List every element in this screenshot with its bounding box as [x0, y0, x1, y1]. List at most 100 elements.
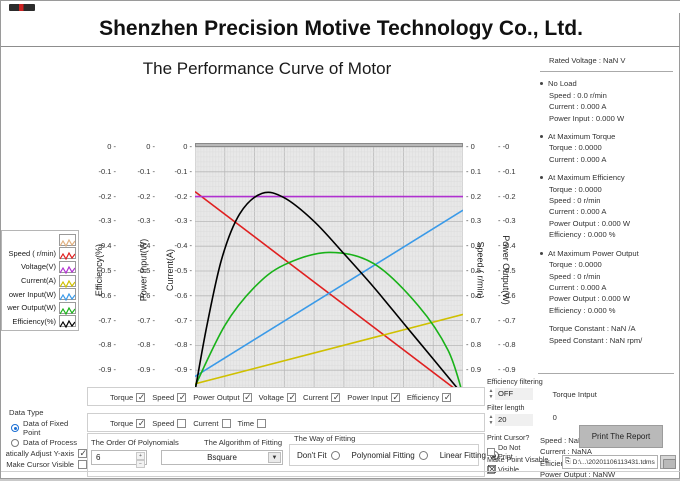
info-line: Efficiency : 0.000 %: [549, 230, 616, 240]
make-cursor-visible-checkbox[interactable]: [78, 460, 87, 469]
info-line: Torque : 0.0000: [549, 143, 602, 153]
print-report-button[interactable]: Print The Report: [579, 425, 663, 448]
y-line-item-checkbox[interactable]: [177, 392, 186, 403]
y-line-item-checkbox[interactable]: [331, 392, 340, 403]
y-line-item-checkbox[interactable]: [286, 392, 296, 403]
auto-adjust-y-axis-checkbox[interactable]: [78, 448, 87, 459]
data-type-option[interactable]: Data of Process: [11, 438, 87, 447]
y-line-item[interactable]: Efficiency: [407, 392, 451, 403]
data-type-panel: Data Type Data of Fixed Point Data of Pro…: [3, 406, 87, 478]
axis-tick-label: - -0.4: [498, 241, 516, 251]
x-line-item-checkbox[interactable]: [177, 419, 187, 428]
x-line-items[interactable]: Torque Speed Current Time: [110, 414, 269, 433]
axis-tick-label: -0.1 -: [174, 166, 192, 176]
x-line-item-checkbox[interactable]: [221, 419, 231, 428]
x-line-panel[interactable]: Torque Speed Current Time: [87, 413, 485, 432]
x-line-item-checkbox[interactable]: [257, 419, 267, 428]
efficiency-filtering-value[interactable]: OFF: [495, 388, 533, 400]
axis-tick-label: -0.9 -: [174, 365, 192, 375]
legend-label: Speed ( r/min): [8, 248, 56, 258]
y-line-item-label: Power Output: [193, 393, 240, 402]
y-line-item-checkbox[interactable]: [242, 392, 252, 403]
file-path-value: D:\...\20201106113431.tdms: [572, 458, 655, 466]
axis-tick-label: -0.4 -: [98, 241, 116, 251]
chevron-down-icon[interactable]: ▼: [268, 452, 281, 463]
y-line-item[interactable]: Torque: [110, 392, 145, 403]
legend-swatch[interactable]: [59, 288, 76, 302]
x-line-item-checkbox[interactable]: [136, 418, 145, 429]
y-axis-power-output: - -0 - -0.1 - -0.2 - -0.3 - -0.4 - -0.5 - -0.6…: [495, 139, 535, 401]
do-not-print-row[interactable]: Do Not Print: [487, 443, 533, 461]
axis-tick-label: - -0.9: [498, 365, 516, 375]
x-line-item[interactable]: Speed: [152, 419, 187, 428]
x-line-item[interactable]: Time: [238, 419, 267, 428]
axis-tick-label: - -0.1: [498, 166, 516, 176]
radio-icon[interactable]: [11, 424, 19, 432]
y-line-item[interactable]: Power Output: [193, 392, 252, 403]
filter-length-spinner[interactable]: ▲ ▼: [488, 414, 494, 426]
browse-folder-button[interactable]: [660, 455, 676, 469]
y-line-item-checkbox[interactable]: [136, 392, 145, 403]
radio-icon[interactable]: [11, 438, 19, 447]
axis-tick-label: - 0.2: [466, 191, 482, 201]
data-type-option[interactable]: Data of Fixed Point: [11, 419, 87, 437]
legend-label: Current(A): [20, 276, 56, 286]
way-of-fitting-option[interactable]: Don't Fit: [297, 451, 340, 460]
way-of-fitting-option[interactable]: Polynomial Fitting: [352, 451, 428, 460]
algorithm-of-fitting-select[interactable]: Bsquare ▼: [161, 450, 283, 465]
y-line-item-checkbox[interactable]: [390, 392, 400, 403]
axis-tick-label: 0 -: [107, 142, 116, 151]
legend-swatch[interactable]: [59, 260, 76, 275]
do-not-print-checkbox[interactable]: [487, 448, 495, 456]
legend-torque[interactable]: [4, 233, 76, 248]
legend-power-output[interactable]: wer Output(W): [4, 301, 76, 316]
efficiency-filtering-spinner[interactable]: ▲ ▼: [488, 388, 494, 400]
legend-voltage[interactable]: Voltage(V): [4, 260, 76, 275]
y-line-panel[interactable]: Torque Speed Power Output Voltage Current Pow…: [87, 387, 485, 406]
data-type-title: Data Type: [9, 408, 44, 417]
y-line-items[interactable]: Torque Speed Power Output Voltage Current Pow…: [110, 388, 454, 407]
y-line-item[interactable]: Voltage: [259, 392, 296, 403]
y-line-item-checkbox[interactable]: [442, 392, 451, 403]
legend-speed[interactable]: Speed ( r/min): [4, 247, 76, 261]
auto-adjust-y-axis-row[interactable]: atically Adjust Y-axis: [3, 448, 87, 459]
make-cursor-visible-row[interactable]: Make Cursor Visible: [3, 460, 87, 469]
legend-swatch[interactable]: [59, 233, 76, 248]
axis-tick-label: -0.7 -: [137, 315, 155, 325]
x-line-item[interactable]: Current: [193, 419, 231, 428]
legend-efficiency[interactable]: Efficiency(%): [4, 315, 76, 329]
axis-tick-label: -0.2 -: [98, 191, 116, 201]
data-type-options[interactable]: Data of Fixed Point Data of Process: [3, 419, 87, 447]
filter-length-value[interactable]: 20: [495, 414, 533, 426]
y-axis-efficiency: 0 - -0.1 - -0.2 - -0.3 - -0.4 - -0.5 - -0.6 - -…: [79, 139, 119, 401]
radio-icon[interactable]: [330, 451, 340, 460]
chart-card: The Performance Curve of Motor Speed ( r…: [1, 49, 531, 408]
axis-tick-label: - 0.9: [466, 365, 482, 375]
file-path-field[interactable]: ⎘ D:\...\20201106113431.tdms: [562, 455, 658, 469]
y-line-item[interactable]: Power Input: [347, 392, 400, 403]
x-line-item[interactable]: Torque: [110, 418, 145, 429]
order-of-polynomials-input[interactable]: 6 + −: [91, 450, 147, 468]
axis-tick-label: -0.7 -: [98, 315, 116, 325]
way-of-fitting-option-label: Linear Fitting: [439, 451, 486, 460]
plot-area[interactable]: [195, 146, 463, 395]
legend-swatch[interactable]: [59, 301, 76, 316]
order-spinner[interactable]: + −: [136, 452, 145, 468]
axis-tick-label: -0.3 -: [137, 216, 155, 226]
way-of-fitting-options[interactable]: Don't Fit Polynomial Fitting Linear Fittin…: [297, 450, 507, 461]
chart-legend[interactable]: Speed ( r/min) Voltage(V) Current(A) ower I…: [1, 230, 79, 332]
legend-swatch[interactable]: [59, 247, 76, 261]
y-line-item[interactable]: Speed: [152, 392, 186, 403]
legend-swatch[interactable]: [59, 274, 76, 288]
y-axis-power-input: 0 - -0.1 - -0.2 - -0.3 - -0.4 - -0.5 - -0.6 - -…: [118, 139, 158, 401]
legend-swatch[interactable]: [59, 315, 76, 329]
radio-icon[interactable]: [418, 451, 428, 460]
visible-checkbox[interactable]: [487, 464, 497, 476]
readout-line: Current : NaNA: [540, 447, 592, 457]
legend-current[interactable]: Current(A): [4, 274, 76, 288]
legend-power-input[interactable]: ower Input(W): [4, 287, 76, 302]
y-line-item[interactable]: Current: [303, 392, 340, 403]
visible-row[interactable]: Visible: [487, 464, 519, 476]
axis-tick-label: -0.5 -: [137, 266, 155, 275]
